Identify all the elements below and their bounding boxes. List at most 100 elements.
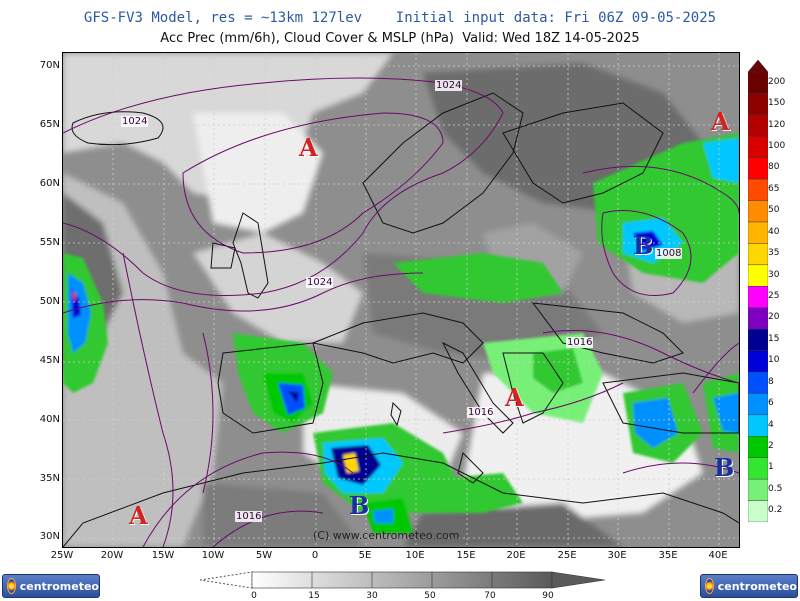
- map-canvas: [63, 53, 739, 547]
- longitude-label: 10E: [405, 550, 425, 561]
- colorbar-swatch: [748, 200, 768, 223]
- colorbar-swatch: [748, 393, 768, 416]
- longitude-label: 40E: [708, 550, 728, 561]
- longitude-label: 20W: [100, 550, 124, 561]
- latitude-label: 30N: [39, 531, 60, 542]
- latitude-label: 60N: [39, 178, 60, 189]
- precipitation-colorbar: [748, 60, 768, 522]
- colorbar-swatch: [748, 136, 768, 158]
- high-pressure-center: A: [299, 133, 318, 162]
- colorbar-level-label: 10: [768, 355, 780, 366]
- colorbar-level-label: 2: [768, 441, 774, 451]
- colorbar-level-label: 4: [768, 419, 774, 430]
- colorbar-level-label: 120: [768, 119, 786, 130]
- centrometeo-logo-right[interactable]: centrometeo: [700, 574, 798, 598]
- logo-text: centrometeo: [717, 579, 797, 593]
- colorbar-swatch: [748, 71, 768, 94]
- longitude-label: 5W: [255, 550, 273, 561]
- longitude-label: 10W: [201, 550, 225, 561]
- latitude-label: 40N: [39, 414, 60, 425]
- isobar-label: 1024: [121, 116, 149, 127]
- colorbar-swatch: [748, 457, 768, 480]
- colorbar-level-label: 50: [768, 205, 780, 216]
- colorbar-level-label: 30: [768, 269, 780, 280]
- colorbar-level-label: 40: [768, 226, 780, 237]
- longitude-label: 25E: [557, 550, 577, 561]
- cloud-cover-label: 15: [308, 591, 320, 601]
- isobar-label: 1024: [306, 277, 334, 288]
- colorbar-swatch: [748, 307, 768, 330]
- logo-text: centrometeo: [19, 579, 99, 593]
- centrometeo-logo-left[interactable]: centrometeo: [2, 574, 100, 598]
- latitude-label: 70N: [39, 60, 60, 71]
- colorbar-level-label: 6: [768, 398, 774, 409]
- latitude-label: 35N: [39, 473, 60, 484]
- colorbar-swatch: [748, 243, 768, 266]
- colorbar-swatch: [748, 328, 768, 351]
- high-pressure-center: A: [129, 501, 148, 530]
- colorbar-swatch: [748, 221, 768, 244]
- colorbar-level-label: 150: [768, 98, 786, 109]
- logo-icon: [7, 578, 16, 594]
- coastlines: [63, 92, 739, 547]
- colorbar-swatch: [748, 93, 768, 116]
- colorbar-level-label: 1: [768, 462, 774, 473]
- cloud-cover-label: 70: [484, 591, 496, 601]
- high-pressure-center: A: [711, 107, 730, 136]
- cloud-cover-colorbar: [200, 571, 606, 589]
- colorbar-top-arrow: [748, 60, 768, 73]
- low-pressure-center: B: [349, 491, 370, 520]
- longitude-label: 25W: [50, 550, 74, 561]
- colorbar-level-label: 35: [768, 248, 780, 259]
- longitude-label: 20E: [506, 550, 526, 561]
- weather-map: A A A A B B B 1024 1024 1024 1008 1016 1…: [62, 52, 740, 548]
- colorbar-level-label: 15: [768, 333, 780, 344]
- low-pressure-center: B: [714, 453, 735, 482]
- colorbar-level-label: 0.5: [768, 483, 783, 494]
- cloud-cover-label: 0: [251, 591, 257, 601]
- isobars: [63, 77, 739, 547]
- colorbar-level-label: 20: [768, 312, 780, 323]
- cloud-cover-label: 30: [366, 591, 378, 601]
- colorbar-swatch: [748, 414, 768, 437]
- logo-icon: [705, 578, 714, 594]
- colorbar-level-label: 80: [768, 162, 780, 173]
- longitude-label: 30E: [607, 550, 627, 561]
- colorbar-swatch: [748, 371, 768, 394]
- colorbar-level-label: 25: [768, 291, 780, 301]
- isobar-label: 1008: [655, 248, 683, 259]
- colorbar-swatch: [748, 436, 768, 458]
- longitude-label: 35E: [658, 550, 678, 561]
- colorbar-swatch: [748, 478, 768, 501]
- latitude-label: 65N: [39, 119, 60, 130]
- colorbar-level-label: 8: [768, 376, 774, 387]
- colorbar-swatch: [748, 114, 768, 137]
- colorbar-swatch: [748, 178, 768, 201]
- isobar-label: 1016: [467, 407, 495, 418]
- longitude-label: 0: [311, 550, 319, 561]
- latitude-label: 45N: [39, 355, 60, 366]
- cloud-cover-label: 50: [424, 591, 436, 601]
- latitude-label: 55N: [39, 237, 60, 248]
- colorbar-swatch: [748, 157, 768, 180]
- map-subtitle: Acc Prec (mm/6h), Cloud Cover & MSLP (hP…: [160, 31, 640, 46]
- isobar-label: 1016: [566, 337, 594, 348]
- colorbar-swatch: [748, 286, 768, 308]
- graticule: [63, 53, 739, 547]
- colorbar-swatch: [748, 264, 768, 287]
- cloud-cover-label: 90: [542, 591, 554, 601]
- longitude-label: 5E: [358, 550, 372, 561]
- colorbar-level-label: 65: [768, 183, 780, 194]
- isobar-label: 1024: [435, 80, 463, 91]
- copyright-text: (C) www.centrometeo.com: [313, 529, 460, 542]
- low-pressure-center: B: [633, 231, 654, 260]
- colorbar-swatch: [748, 500, 768, 522]
- latitude-label: 50N: [39, 296, 60, 307]
- colorbar-level-label: 100: [768, 141, 786, 151]
- colorbar-level-label: 0.2: [768, 505, 783, 516]
- high-pressure-center: A: [505, 383, 524, 412]
- colorbar-swatch: [748, 350, 768, 373]
- longitude-label: 15W: [151, 550, 175, 561]
- longitude-label: 15E: [456, 550, 476, 561]
- model-title: GFS-FV3 Model, res = ~13km 127lev Initia…: [83, 10, 717, 26]
